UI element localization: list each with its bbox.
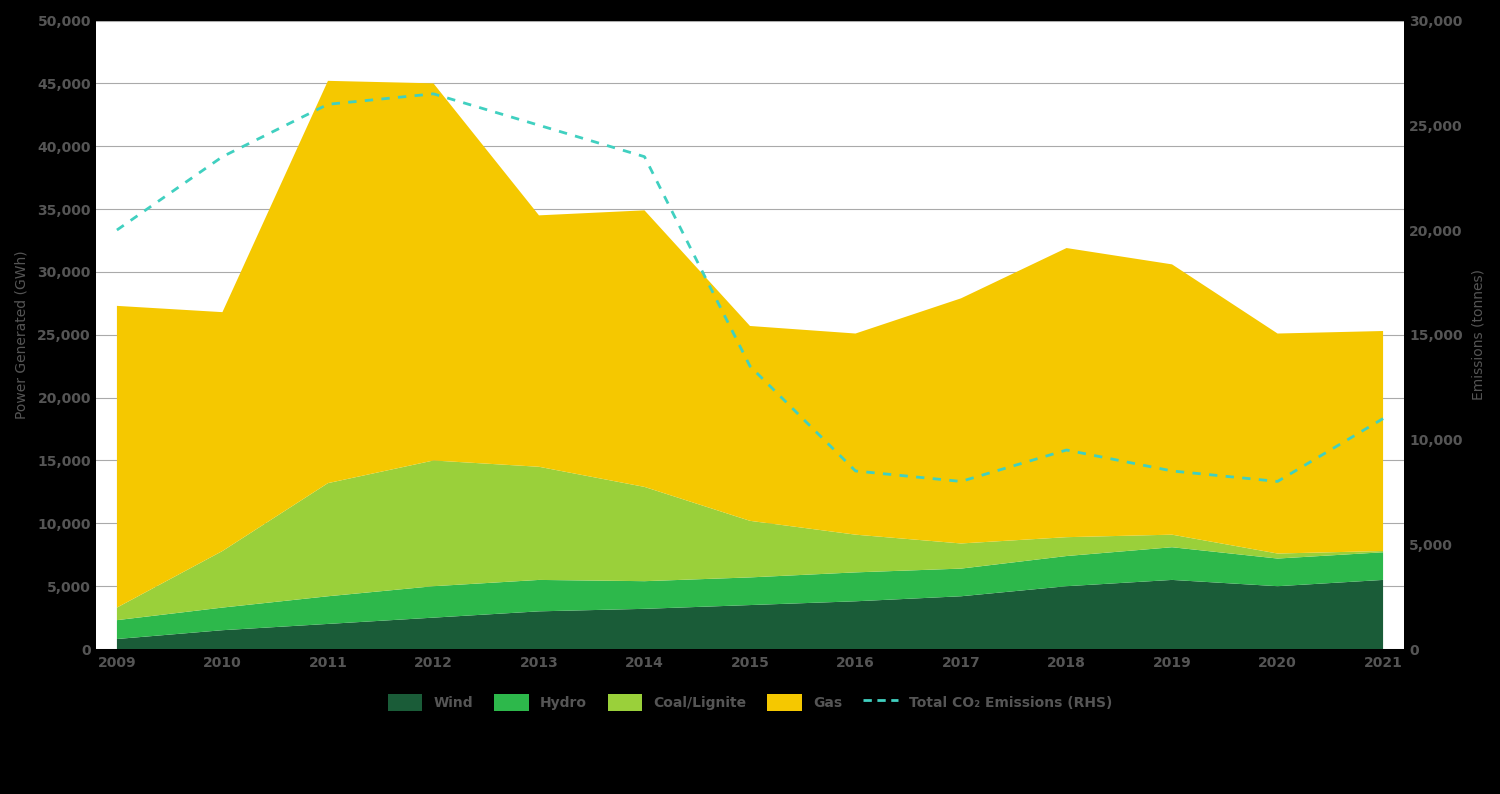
- Y-axis label: Power Generated (GWh): Power Generated (GWh): [15, 250, 28, 419]
- Y-axis label: Emissions (tonnes): Emissions (tonnes): [1472, 269, 1485, 400]
- Legend: Wind, Hydro, Coal/Lignite, Gas, Total CO₂ Emissions (RHS): Wind, Hydro, Coal/Lignite, Gas, Total CO…: [381, 687, 1119, 718]
